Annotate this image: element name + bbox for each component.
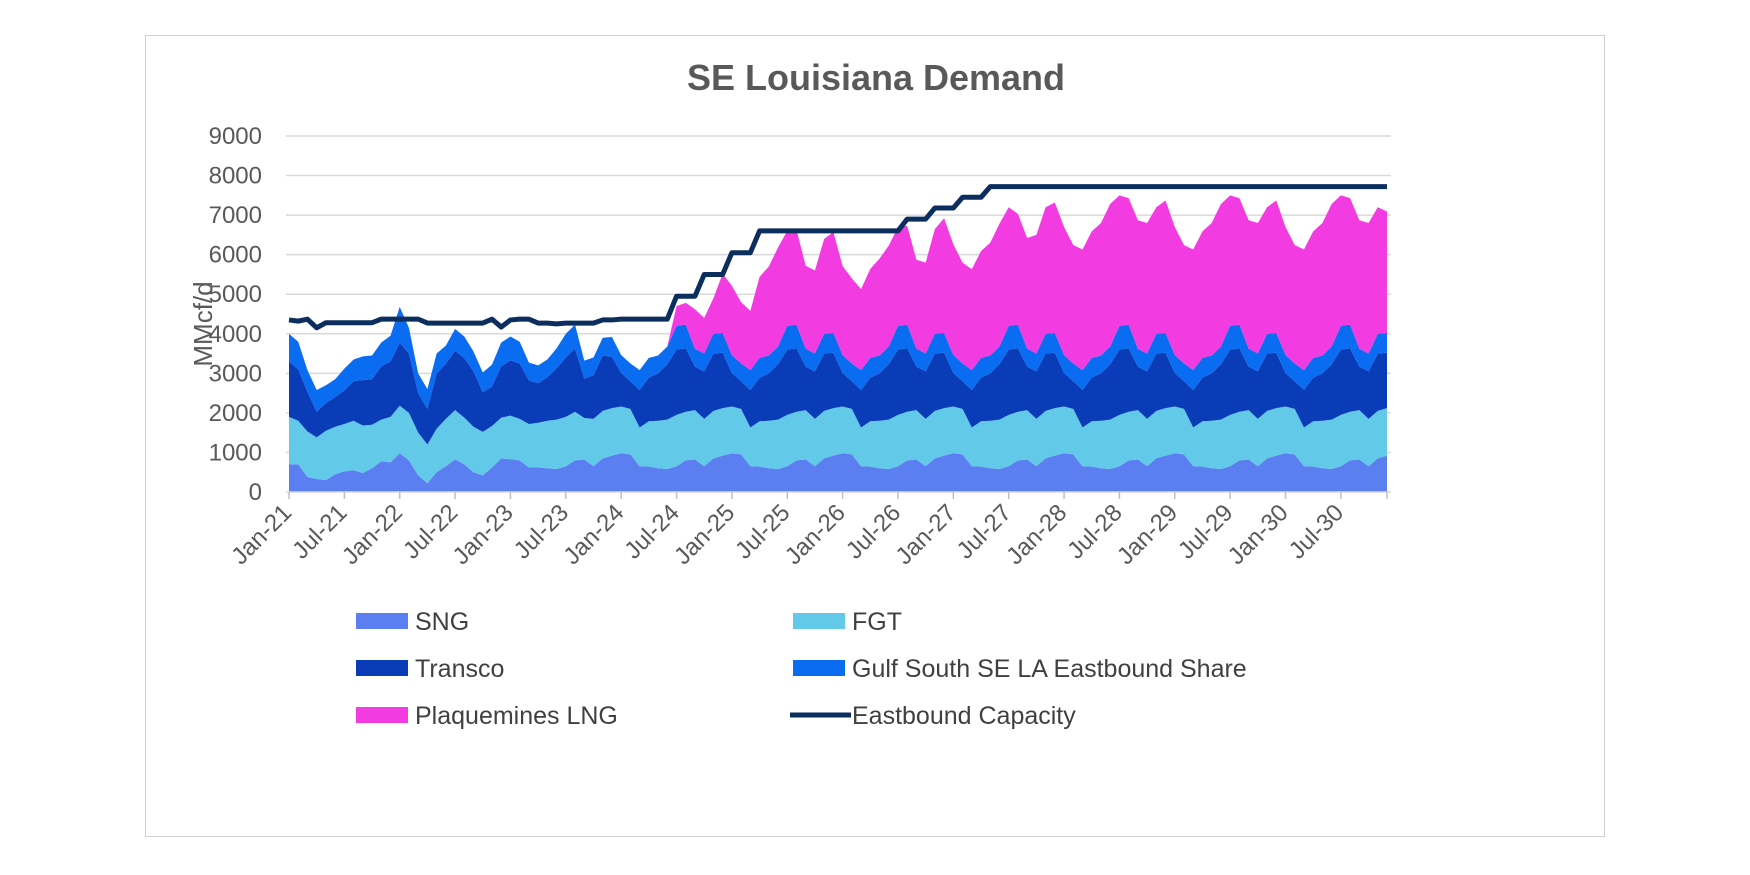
legend-label: Transco (415, 655, 504, 683)
area-plaquemines-lng (289, 195, 1387, 390)
legend-swatch (356, 613, 408, 629)
x-tick-label: Jan-24 (558, 499, 629, 570)
y-axis-title: MMcf/d (188, 281, 218, 366)
x-tick-label: Jan-21 (226, 499, 297, 570)
chart-frame: 0 1000 2000 3000 4000 5000 6000 7000 8000 9000 Jan… (145, 35, 1605, 837)
legend-item-eastbound-capacity: Eastbound Capacity (790, 702, 1076, 730)
area-gulf-south-se-la-eastbound-share (289, 306, 1387, 412)
x-tick-label: Jan-27 (891, 499, 962, 570)
x-tick-label: Jul-30 (1284, 499, 1349, 564)
legend-item-plaquemines-lng: Plaquemines LNG (356, 702, 618, 730)
legend-swatch (793, 613, 845, 629)
x-tick-label: Jan-22 (337, 499, 408, 570)
y-tick-label: 1000 (209, 439, 262, 466)
y-tick-label: 9000 (209, 123, 262, 150)
area-fgt (289, 405, 1387, 484)
area-sng (289, 453, 1387, 492)
line-eastbound-capacity (288, 184, 1387, 331)
x-tick-label: Jan-30 (1223, 499, 1294, 570)
y-tick-label: 3000 (209, 360, 262, 387)
legend-label: FGT (852, 608, 902, 636)
legend: SNG FGT Transco Gulf South SE LA Eastbound … (356, 608, 1247, 730)
legend-swatch (356, 707, 408, 723)
legend-label: SNG (415, 608, 469, 636)
y-tick-label: 8000 (209, 163, 262, 190)
legend-item-fgt: FGT (793, 608, 902, 636)
legend-swatch (356, 660, 408, 676)
x-tick-label: Jan-26 (780, 499, 851, 570)
legend-item-transco: Transco (356, 655, 504, 683)
x-tick-label: Jan-25 (669, 499, 740, 570)
x-tick-label: Jan-28 (1001, 499, 1072, 570)
y-tick-label: 2000 (209, 400, 262, 427)
legend-item-sng: SNG (356, 608, 469, 636)
legend-swatch (793, 660, 845, 676)
legend-label: Gulf South SE LA Eastbound Share (852, 655, 1247, 683)
chart-svg: 0 1000 2000 3000 4000 5000 6000 7000 8000 9000 Jan… (188, 57, 1391, 730)
y-tick-label: 0 (249, 479, 262, 506)
area-series (289, 195, 1387, 492)
y-tick-label: 6000 (209, 242, 262, 269)
legend-label: Eastbound Capacity (852, 702, 1076, 730)
line-series (288, 184, 1387, 331)
y-tick-label: 7000 (209, 202, 262, 229)
y-tick-label: 5000 (209, 281, 262, 308)
chart-title: SE Louisiana Demand (687, 57, 1065, 98)
x-tick-label: Jan-29 (1112, 499, 1183, 570)
x-tick-label: Jan-23 (448, 499, 519, 570)
y-tick-label: 4000 (209, 321, 262, 348)
area-transco (289, 342, 1387, 445)
legend-item-gulf-south-se-la-eastbound-share: Gulf South SE LA Eastbound Share (793, 655, 1247, 683)
legend-label: Plaquemines LNG (415, 702, 618, 730)
